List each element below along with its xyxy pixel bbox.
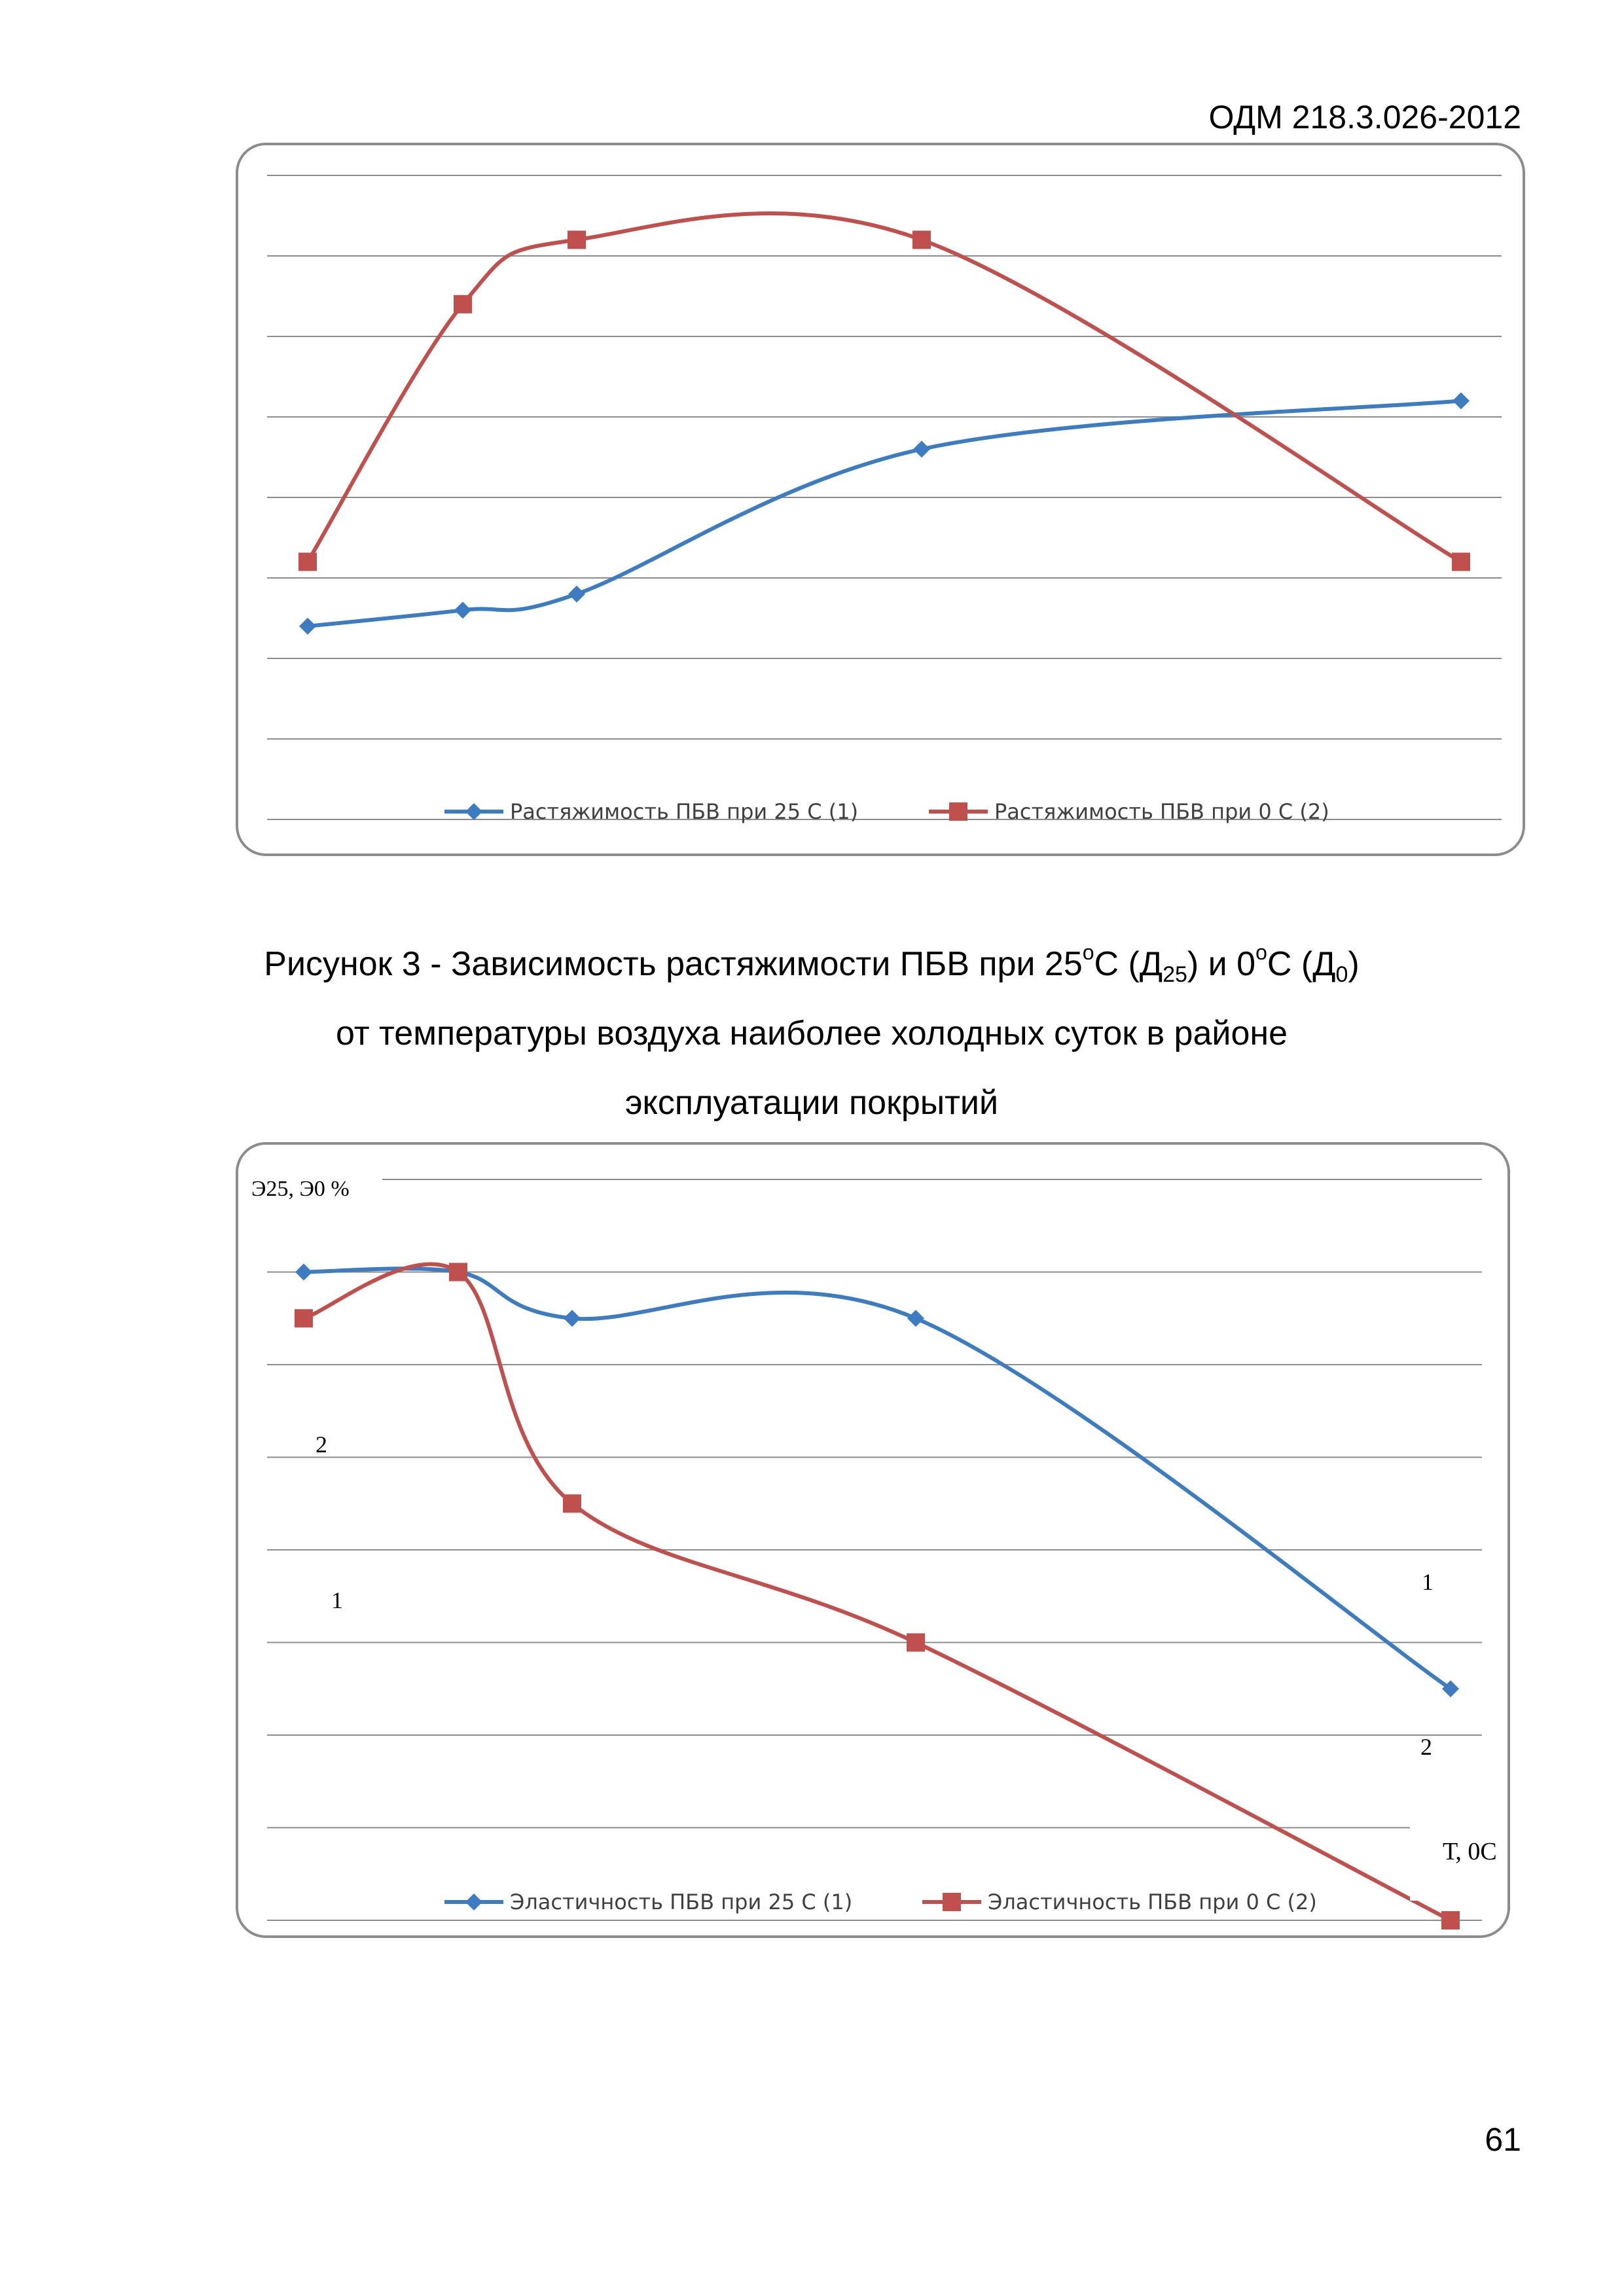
data-point-s2-2 <box>454 295 472 314</box>
ylabel-background <box>241 1167 382 1208</box>
data-point-s2-1 <box>298 552 317 571</box>
chart-extensibility: Растяжимость ПБВ при 25 С (1) Растяжимост… <box>236 143 1525 856</box>
data-point-s1-2 <box>454 601 471 619</box>
data-point-s1-4 <box>907 1310 924 1327</box>
legend-label-2: Эластичность ПБВ при 0 С (2) <box>988 1890 1317 1914</box>
data-point-s1-4 <box>913 440 930 458</box>
figure-caption: Рисунок 3 - Зависимость растяжимости ПБВ… <box>131 929 1492 1138</box>
legend-marker-1 <box>465 803 482 820</box>
series-line-2 <box>306 211 1462 564</box>
data-point-s2-1 <box>295 1309 313 1328</box>
data-point-s1-1 <box>295 1263 312 1281</box>
data-point-s2-4 <box>907 1633 925 1652</box>
data-point-s1-3 <box>564 1310 581 1327</box>
legend-marker-2 <box>943 1893 961 1911</box>
data-point-s2-3 <box>568 230 586 249</box>
data-point-s1-3 <box>568 585 585 603</box>
data-point-s2-4 <box>912 230 931 249</box>
legend-label-1: Эластичность ПБВ при 25 С (1) <box>510 1890 852 1914</box>
chart-extensibility-svg: Растяжимость ПБВ при 25 С (1) Растяжимост… <box>267 175 1502 824</box>
x-axis-label: Т, 0С <box>1443 1838 1497 1865</box>
data-point-s1-5 <box>1442 1680 1459 1698</box>
data-point-s1-1 <box>299 617 316 635</box>
caption-line-3: эксплуатации покрытий <box>624 1084 999 1122</box>
annotation-2-left: 2 <box>316 1431 327 1458</box>
legend-label-2: Растяжимость ПБВ при 0 С (2) <box>994 799 1329 824</box>
series-line-2 <box>303 1262 1452 1922</box>
annotation-2-right: 2 <box>1420 1734 1432 1760</box>
legend-label-1: Растяжимость ПБВ при 25 С (1) <box>510 799 858 824</box>
caption-line-1: Рисунок 3 - Зависимость растяжимости ПБВ… <box>264 941 1360 987</box>
legend-marker-2 <box>949 802 967 821</box>
legend-marker-1 <box>465 1893 482 1910</box>
caption-line-2: от температуры воздуха наиболее холодных… <box>336 1014 1288 1052</box>
series-line-1 <box>307 399 1462 628</box>
page-number: 61 <box>1485 2121 1521 2158</box>
annotation-1-right: 1 <box>1422 1569 1434 1595</box>
annotation-1-left: 1 <box>331 1587 343 1613</box>
data-point-s2-5 <box>1452 552 1470 571</box>
data-point-s2-5 <box>1441 1911 1460 1929</box>
data-point-s2-2 <box>449 1263 467 1282</box>
xlabel-background <box>1410 1803 1502 1901</box>
document-code: ОДМ 218.3.026-2012 <box>1208 99 1521 135</box>
data-point-s1-5 <box>1453 392 1470 410</box>
y-axis-label: Э25, Э0 % <box>251 1177 350 1201</box>
chart-elasticity: Эластичность ПБВ при 25 С (1) Эластичност… <box>236 1142 1510 1938</box>
data-point-s2-3 <box>563 1494 581 1513</box>
chart-elasticity-svg: Эластичность ПБВ при 25 С (1) Эластичност… <box>241 1167 1502 1929</box>
